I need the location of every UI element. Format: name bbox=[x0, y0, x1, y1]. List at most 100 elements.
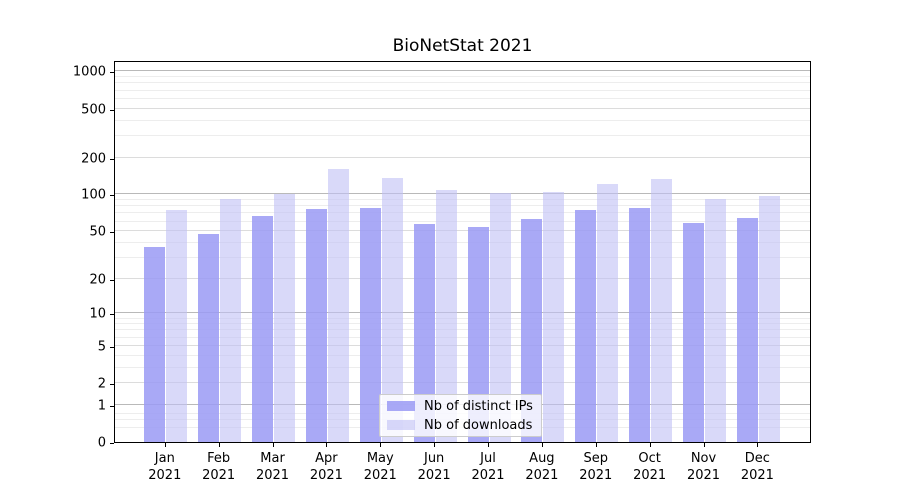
y-tick-label-100: 100 bbox=[81, 187, 106, 203]
gridline-1000 bbox=[115, 70, 810, 72]
gridline-90 bbox=[115, 199, 810, 201]
x-tick-mark-apr bbox=[326, 443, 328, 447]
gridline-200 bbox=[115, 156, 810, 158]
bar-ips-apr[interactable] bbox=[305, 209, 327, 442]
x-tick-mark-sep bbox=[595, 443, 597, 447]
legend: Nb of distinct IPs Nb of downloads bbox=[379, 394, 542, 437]
bar-downloads-sep[interactable] bbox=[597, 184, 619, 442]
bar-ips-sep[interactable] bbox=[575, 209, 597, 442]
x-tick-label-nov: Nov 2021 bbox=[686, 451, 721, 483]
gridline-80 bbox=[115, 205, 810, 207]
bar-ips-feb[interactable] bbox=[198, 234, 220, 442]
bar-ips-jan[interactable] bbox=[144, 246, 166, 442]
gridline-9 bbox=[115, 317, 810, 319]
bar-ips-mar[interactable] bbox=[252, 215, 274, 442]
gridline-60 bbox=[115, 220, 810, 222]
gridline-40 bbox=[115, 241, 810, 243]
gridline-2 bbox=[115, 382, 810, 384]
x-tick-label-jul: Jul 2021 bbox=[471, 451, 505, 483]
x-tick-mark-jan bbox=[164, 443, 166, 447]
gridline-7 bbox=[115, 329, 810, 331]
bar-downloads-mar[interactable] bbox=[274, 194, 296, 442]
gridline-400 bbox=[115, 119, 810, 121]
gridline-70 bbox=[115, 212, 810, 214]
legend-swatch-downloads bbox=[387, 420, 415, 430]
gridline-700 bbox=[115, 89, 810, 91]
gridline-10 bbox=[115, 312, 810, 314]
gridline-3 bbox=[115, 366, 810, 368]
x-tick-label-aug: Aug 2021 bbox=[525, 451, 559, 483]
y-tick-label-5: 5 bbox=[97, 339, 106, 355]
x-tick-mark-aug bbox=[541, 443, 543, 447]
bar-downloads-nov[interactable] bbox=[705, 199, 726, 442]
bar-downloads-feb[interactable] bbox=[220, 198, 242, 442]
y-tick-mark-0 bbox=[110, 443, 114, 444]
y-tick-mark-10 bbox=[110, 314, 114, 316]
y-tick-mark-200 bbox=[110, 158, 114, 160]
y-tick-label-1: 1 bbox=[97, 398, 106, 414]
legend-swatch-distinct-ips bbox=[387, 401, 415, 411]
bar-ips-dec[interactable] bbox=[736, 218, 758, 442]
bar-downloads-jan[interactable] bbox=[166, 209, 188, 442]
x-tick-label-may: May 2021 bbox=[363, 451, 397, 483]
plot-area bbox=[114, 61, 811, 443]
gridline-4 bbox=[115, 354, 810, 356]
gridline-8 bbox=[115, 323, 810, 325]
y-tick-mark-1 bbox=[110, 405, 114, 407]
bar-downloads-apr[interactable] bbox=[327, 169, 349, 442]
x-tick-label-mar: Mar 2021 bbox=[255, 451, 290, 483]
bar-downloads-dec[interactable] bbox=[758, 196, 780, 442]
bar-ips-nov[interactable] bbox=[683, 223, 704, 442]
y-tick-label-0: 0 bbox=[97, 435, 106, 451]
x-tick-mark-nov bbox=[703, 443, 705, 447]
legend-label-downloads: Nb of downloads bbox=[424, 417, 533, 433]
gridline-800 bbox=[115, 82, 810, 84]
y-tick-label-10: 10 bbox=[89, 306, 106, 322]
x-tick-mark-may bbox=[380, 443, 382, 447]
y-tick-label-200: 200 bbox=[81, 151, 106, 167]
y-tick-label-20: 20 bbox=[89, 272, 106, 288]
legend-label-distinct-ips: Nb of distinct IPs bbox=[424, 398, 533, 414]
gridline-5 bbox=[115, 344, 810, 346]
x-tick-mark-jun bbox=[434, 443, 436, 447]
x-tick-mark-feb bbox=[218, 443, 220, 447]
bar-downloads-may[interactable] bbox=[381, 177, 403, 442]
x-tick-mark-dec bbox=[757, 443, 759, 447]
gridline-20 bbox=[115, 277, 810, 279]
y-tick-label-50: 50 bbox=[89, 224, 106, 240]
y-tick-mark-50 bbox=[110, 232, 114, 234]
x-tick-mark-jul bbox=[488, 443, 490, 447]
gridline-600 bbox=[115, 97, 810, 99]
gridline-30 bbox=[115, 256, 810, 258]
y-tick-mark-5 bbox=[110, 346, 114, 348]
gridline-6 bbox=[115, 336, 810, 338]
x-tick-label-oct: Oct 2021 bbox=[633, 451, 667, 483]
bar-ips-jun[interactable] bbox=[413, 224, 435, 442]
bar-downloads-aug[interactable] bbox=[543, 191, 565, 442]
legend-item-distinct-ips: Nb of distinct IPs bbox=[387, 399, 533, 414]
y-tick-label-500: 500 bbox=[81, 102, 106, 118]
y-tick-mark-1000 bbox=[110, 72, 114, 74]
bar-ips-aug[interactable] bbox=[521, 218, 543, 442]
gridline-50 bbox=[115, 230, 810, 232]
bar-downloads-jun[interactable] bbox=[435, 190, 457, 442]
bar-ips-oct[interactable] bbox=[629, 208, 651, 442]
bar-ips-may[interactable] bbox=[359, 207, 381, 442]
y-tick-label-2: 2 bbox=[97, 376, 106, 392]
bar-downloads-oct[interactable] bbox=[651, 179, 673, 442]
chart-title: BioNetStat 2021 bbox=[392, 36, 533, 56]
x-tick-mark-oct bbox=[649, 443, 651, 447]
bar-downloads-jul[interactable] bbox=[489, 193, 511, 442]
y-tick-mark-2 bbox=[110, 384, 114, 386]
gridline-500 bbox=[115, 107, 810, 109]
y-tick-mark-500 bbox=[110, 109, 114, 111]
y-tick-mark-100 bbox=[110, 195, 114, 197]
legend-item-downloads: Nb of downloads bbox=[387, 418, 533, 433]
x-tick-label-apr: Apr 2021 bbox=[309, 451, 343, 483]
bar-ips-jul[interactable] bbox=[467, 227, 489, 442]
gridline-300 bbox=[115, 134, 810, 136]
x-tick-mark-mar bbox=[272, 443, 274, 447]
x-tick-label-jun: Jun 2021 bbox=[417, 451, 451, 483]
x-tick-label-jan: Jan 2021 bbox=[148, 451, 182, 483]
